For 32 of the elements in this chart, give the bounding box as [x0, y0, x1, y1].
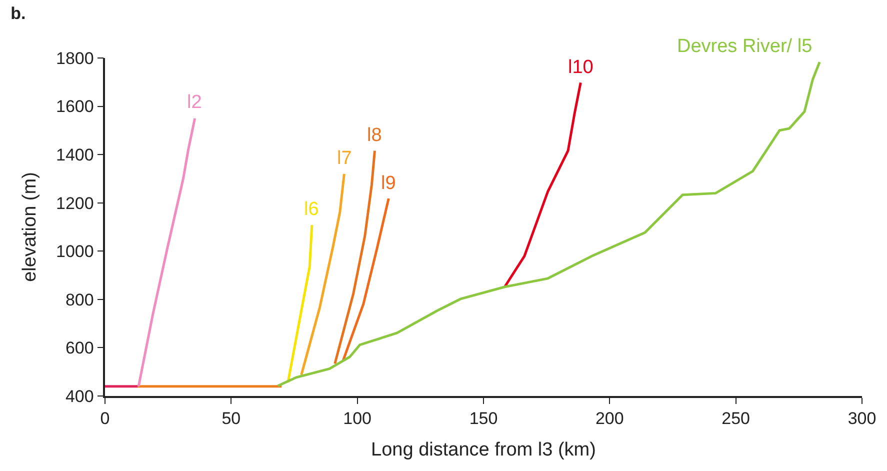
series-label: l8 — [367, 125, 382, 146]
series-label: l9 — [381, 173, 396, 194]
line-series — [334, 149, 376, 365]
chart-title: b. — [10, 4, 26, 23]
series-label: Devres River/ l5 — [677, 36, 812, 57]
x-tick-label: 250 — [722, 409, 750, 428]
line-series — [300, 172, 346, 376]
x-tick-label: 150 — [469, 409, 498, 428]
x-axis-title: Long distance from l3 (km) — [371, 439, 596, 460]
line-series — [276, 60, 821, 388]
y-tick-label: 400 — [65, 386, 94, 406]
series-label: l6 — [304, 199, 319, 220]
y-tick-label: 1000 — [56, 242, 94, 262]
series-label: l10 — [568, 57, 594, 78]
y-tick-label: 1200 — [56, 194, 94, 213]
x-tick-label: 100 — [343, 409, 372, 428]
x-tick-label: 300 — [848, 409, 876, 428]
y-tick-label: 1800 — [56, 48, 94, 68]
series-label: l2 — [187, 92, 202, 113]
line-series — [286, 224, 314, 384]
y-tick-label: 1600 — [56, 97, 94, 116]
y-axis-title: elevation (m) — [19, 172, 40, 282]
y-tick-label: 800 — [65, 290, 94, 310]
x-tick-label: 50 — [222, 409, 241, 428]
series-label: l7 — [337, 148, 352, 169]
line-series — [137, 117, 196, 388]
line-series — [503, 81, 582, 288]
x-tick-label: 0 — [100, 409, 110, 428]
y-tick-label: 1400 — [56, 146, 94, 165]
line-series — [342, 197, 390, 362]
x-tick-label: 200 — [595, 409, 624, 428]
y-tick-label: 600 — [65, 338, 94, 358]
